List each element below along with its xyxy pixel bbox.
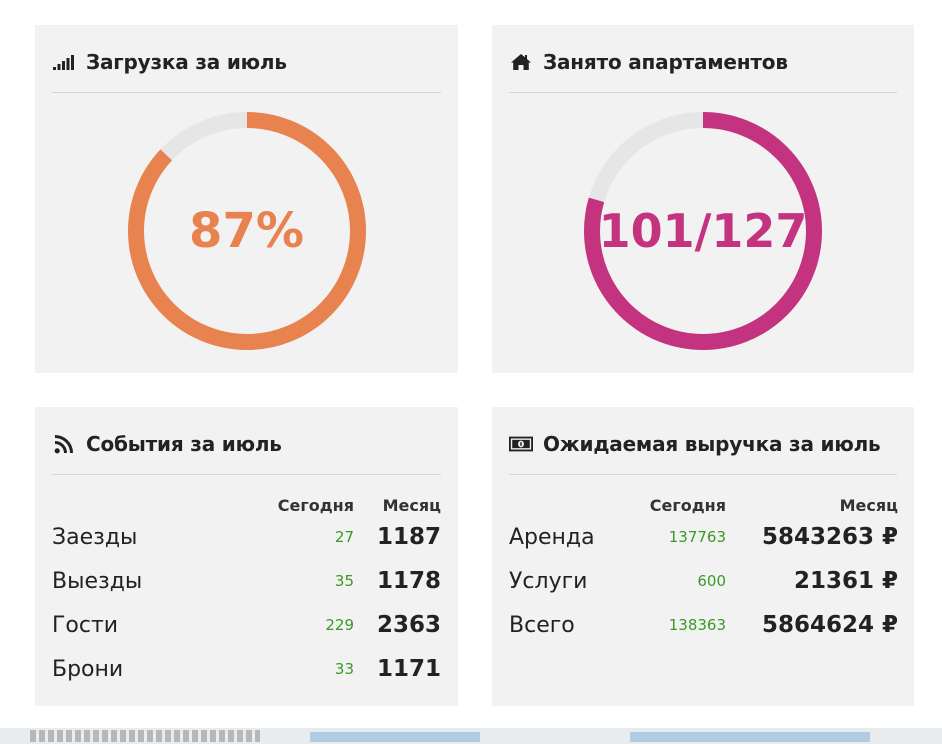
events-col-today: Сегодня [277,496,354,515]
today-value: 35 [334,572,354,590]
events-table: Сегодня Месяц Заезды 27 1187 Выезды 35 1… [52,485,441,691]
home-icon [509,52,533,72]
load-value: 87% [189,203,304,259]
revenue-table-header: Сегодня Месяц [509,485,898,515]
occupied-donut: 101/127 [583,111,823,351]
occupied-donut-arc [584,112,822,350]
occupied-value: 101/127 [598,204,808,258]
month-value: 5864624 ₽ [761,612,898,638]
load-panel-header: Загрузка за июль [52,45,441,93]
table-row: Гости 229 2363 [52,603,441,647]
signal-bars-icon [52,52,76,72]
row-label: Гости [52,612,119,638]
today-value: 229 [325,616,354,634]
revenue-col-today: Сегодня [649,496,726,515]
today-value: 27 [334,528,354,546]
table-row: Заезды 27 1187 [52,515,441,559]
month-value: 1171 [376,656,441,682]
today-value: 600 [697,572,726,590]
money-icon [509,434,533,454]
row-label: Аренда [509,524,595,550]
table-row: Выезды 35 1178 [52,559,441,603]
load-panel-title: Загрузка за июль [86,49,287,74]
rss-icon [52,434,76,454]
month-value: 5843263 ₽ [761,524,898,550]
events-panel-header: События за июль [52,427,441,475]
occupied-panel-header: Занято апартаментов [509,45,897,93]
load-donut-arc [127,112,366,350]
table-row: Всего 138363 5864624 ₽ [509,603,898,647]
month-value: 1178 [376,568,441,594]
row-label: Всего [509,612,575,638]
table-row: Аренда 137763 5843263 ₽ [509,515,898,559]
row-label: Выезды [52,568,143,594]
month-value: 1187 [376,524,441,550]
events-panel-title: События за июль [86,431,282,456]
occupied-panel-title: Занято апартаментов [543,49,788,74]
revenue-table: Сегодня Месяц Аренда 137763 5843263 ₽ Ус… [509,485,898,647]
table-row: Брони 33 1171 [52,647,441,691]
today-value: 137763 [668,528,726,546]
occupied-panel: Занято апартаментов 101/127 [492,25,914,373]
row-label: Заезды [52,524,138,550]
table-row: Услуги 600 21361 ₽ [509,559,898,603]
events-table-header: Сегодня Месяц [52,485,441,515]
month-value: 21361 ₽ [793,568,898,594]
revenue-panel: Ожидаемая выручка за июль Сегодня Месяц … [492,407,914,706]
events-panel: События за июль Сегодня Месяц Заезды 27 … [35,407,458,706]
month-value: 2363 [376,612,441,638]
row-label: Брони [52,656,124,682]
revenue-panel-header: Ожидаемая выручка за июль [509,427,897,475]
revenue-panel-title: Ожидаемая выручка за июль [543,431,881,456]
load-donut: 87% [127,111,367,351]
events-col-month: Месяц [382,496,441,515]
row-label: Услуги [509,568,588,594]
today-value: 138363 [668,616,726,634]
revenue-col-month: Месяц [839,496,898,515]
page-bottom-strip [0,728,942,744]
today-value: 33 [334,660,354,678]
load-panel: Загрузка за июль 87% [35,25,458,373]
